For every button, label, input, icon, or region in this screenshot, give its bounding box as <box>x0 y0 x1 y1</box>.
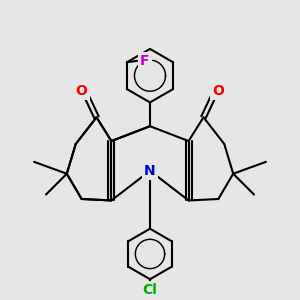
Text: F: F <box>140 54 149 68</box>
Text: N: N <box>144 164 156 178</box>
Text: O: O <box>212 83 224 98</box>
Text: Cl: Cl <box>142 283 158 297</box>
Text: O: O <box>76 83 88 98</box>
